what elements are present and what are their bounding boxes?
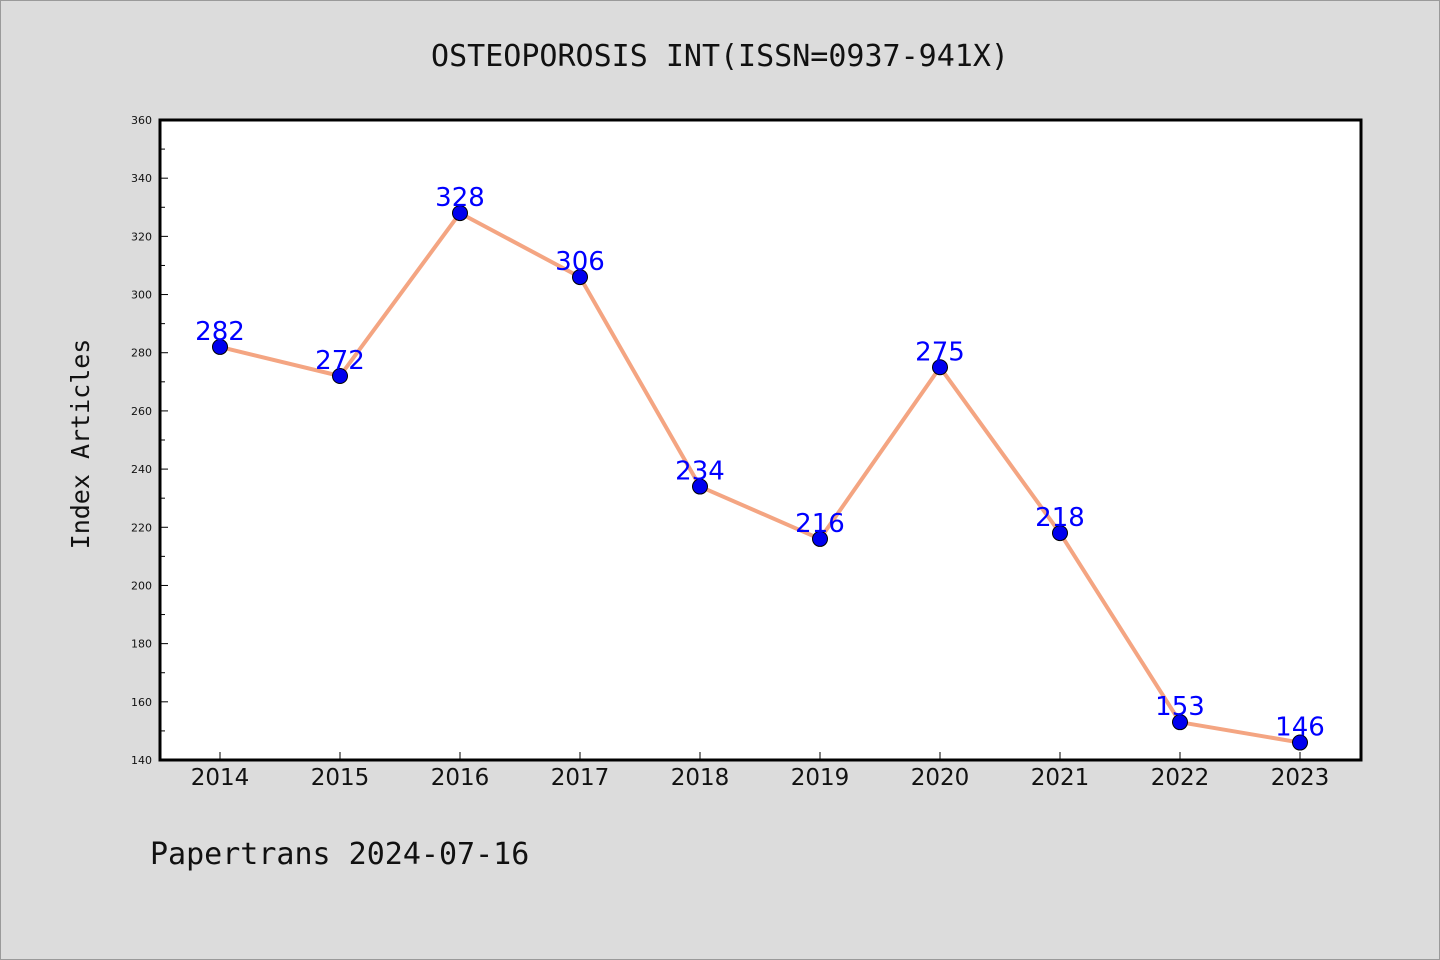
y-tick-label: 220 bbox=[131, 521, 152, 534]
data-point bbox=[572, 269, 588, 286]
y-tick-label: 240 bbox=[131, 463, 152, 476]
x-tick-label: 2017 bbox=[551, 765, 610, 791]
series-index-articles: 282 272 328 306 234 216 275 218 153 146 bbox=[195, 183, 1325, 751]
chart-title: OSTEOPOROSIS INT(ISSN=0937-941X) bbox=[431, 39, 1009, 74]
data-label: 306 bbox=[555, 247, 605, 277]
footer-text: Papertrans 2024-07-16 bbox=[150, 837, 529, 872]
data-point bbox=[452, 205, 468, 222]
data-label: 272 bbox=[315, 346, 365, 376]
y-tick-label: 200 bbox=[131, 579, 152, 592]
data-point bbox=[1052, 525, 1068, 542]
x-tick-label: 2015 bbox=[311, 765, 370, 791]
data-label: 153 bbox=[1155, 692, 1205, 722]
x-tick-label: 2020 bbox=[911, 765, 970, 791]
data-point bbox=[932, 359, 948, 376]
data-label: 218 bbox=[1035, 503, 1085, 533]
data-point bbox=[692, 478, 708, 495]
data-label: 328 bbox=[435, 183, 485, 213]
y-tick-label: 320 bbox=[131, 230, 152, 243]
y-tick-label: 280 bbox=[131, 347, 152, 360]
data-label: 275 bbox=[915, 337, 965, 367]
data-point bbox=[812, 530, 828, 547]
series-line bbox=[219, 211, 1301, 745]
x-axis: 2014 2015 2016 2017 2018 2019 2020 2021 2022 2023 bbox=[191, 752, 1330, 791]
data-label: 234 bbox=[675, 457, 725, 487]
data-label: 282 bbox=[195, 317, 245, 347]
data-point bbox=[212, 338, 228, 355]
y-tick-label: 140 bbox=[131, 754, 152, 767]
x-tick-label: 2014 bbox=[191, 765, 250, 791]
x-tick-label: 2019 bbox=[791, 765, 850, 791]
x-tick-label: 2023 bbox=[1271, 765, 1330, 791]
data-label: 146 bbox=[1275, 713, 1325, 743]
data-point bbox=[332, 368, 348, 384]
x-tick-label: 2022 bbox=[1151, 765, 1210, 791]
y-axis: 140 160 180 200 220 240 260 280 300 320 340 360 bbox=[131, 114, 168, 767]
x-tick-label: 2018 bbox=[671, 765, 730, 791]
y-tick-label: 160 bbox=[131, 696, 152, 709]
y-tick-label: 260 bbox=[131, 405, 152, 418]
y-tick-label: 300 bbox=[131, 289, 152, 302]
x-tick-label: 2016 bbox=[431, 765, 490, 791]
x-tick-label: 2021 bbox=[1031, 765, 1090, 791]
y-tick-label: 340 bbox=[131, 172, 152, 185]
y-tick-label: 180 bbox=[131, 638, 152, 651]
y-axis-label: Index Articles bbox=[66, 339, 95, 550]
data-point bbox=[1172, 714, 1188, 731]
y-tick-label: 360 bbox=[131, 114, 152, 127]
data-label: 216 bbox=[795, 509, 845, 539]
data-point bbox=[1292, 734, 1308, 751]
plot-area bbox=[158, 118, 1363, 762]
